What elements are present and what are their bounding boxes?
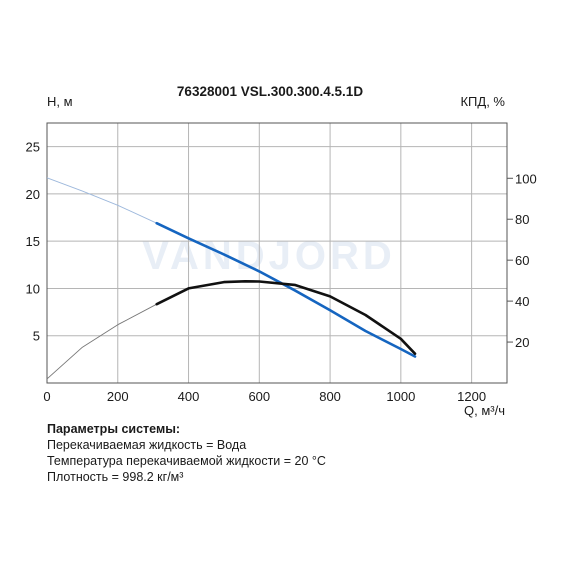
param-density: Плотность = 998.2 кг/м³ — [47, 470, 184, 484]
y2-tick-label: 80 — [515, 212, 529, 227]
chart-series — [46, 177, 417, 380]
system-parameters: Параметры системы: Перекачиваемая жидкос… — [47, 421, 326, 485]
head-curve — [155, 221, 417, 358]
chart-grid — [47, 123, 507, 383]
y-tick-label: 25 — [26, 140, 40, 155]
y-axis-right-label: КПД, % — [460, 94, 505, 109]
x-tick-label: 400 — [178, 389, 200, 404]
param-liquid: Перекачиваемая жидкость = Вода — [47, 438, 247, 452]
y-tick-label: 20 — [26, 187, 40, 202]
x-tick-label: 1200 — [457, 389, 486, 404]
y2-tick-label: 60 — [515, 253, 529, 268]
y-tick-label: 10 — [26, 281, 40, 296]
plot-frame — [46, 122, 508, 384]
watermark-logo: VANDJORD — [142, 234, 396, 278]
system-parameters-heading: Параметры системы: — [47, 422, 181, 436]
y-axis-left-label: H, м — [47, 94, 73, 109]
x-tick-label: 1000 — [386, 389, 415, 404]
head-curve-extrapolated — [46, 177, 157, 224]
y-tick-label: 5 — [33, 329, 40, 344]
x-tick-label: 0 — [43, 389, 50, 404]
x-tick-label: 200 — [107, 389, 129, 404]
y2-tick-label: 100 — [515, 171, 537, 186]
efficiency-curve-extrapolated — [46, 303, 157, 380]
param-temperature: Температура перекачиваемой жидкости = 20… — [47, 454, 326, 468]
y2-tick-label: 40 — [515, 294, 529, 309]
x-tick-label: 600 — [248, 389, 270, 404]
efficiency-curve — [155, 279, 417, 356]
x-axis-label: Q, м³/ч — [464, 403, 505, 418]
y2-tick-label: 20 — [515, 335, 529, 350]
y-tick-label: 15 — [26, 234, 40, 249]
chart-ticks: 0 200 400 600 800 1000 1200 5 10 15 20 25 20 40 60 80 10… — [26, 140, 537, 404]
x-tick-label: 800 — [319, 389, 341, 404]
chart-title: 76328001 VSL.300.300.4.5.1D — [177, 84, 363, 99]
pump-performance-chart: 76328001 VSL.300.300.4.5.1D H, м КПД, % … — [26, 84, 537, 418]
